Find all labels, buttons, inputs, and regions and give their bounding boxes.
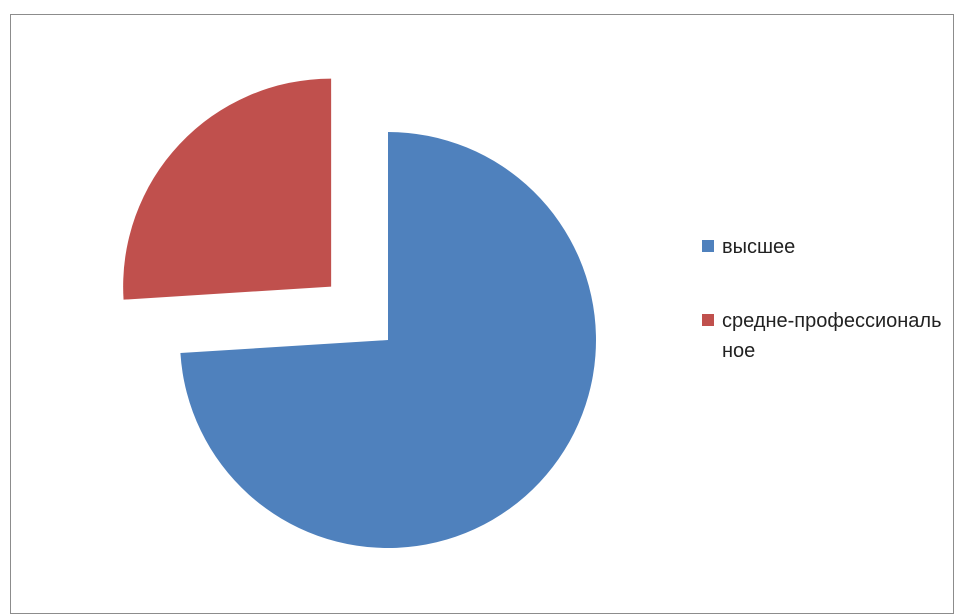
pie-chart: [123, 78, 596, 548]
legend-item-vysshee: высшее: [702, 232, 952, 262]
legend-item-sredne-professionalnoe: средне-профессиональное: [702, 306, 952, 366]
pie-slice-sredne-professionalnoe: [123, 78, 332, 300]
pie-slice-vysshee: [180, 132, 596, 548]
legend-swatch-vysshee: [702, 240, 714, 252]
legend-swatch-sredne-professionalnoe: [702, 314, 714, 326]
legend: высшее средне-профессиональное: [702, 232, 952, 410]
pie-slices: [123, 78, 596, 548]
legend-label-sredne-professionalnoe: средне-профессиональное: [722, 310, 942, 362]
legend-label-vysshee: высшее: [722, 236, 796, 258]
